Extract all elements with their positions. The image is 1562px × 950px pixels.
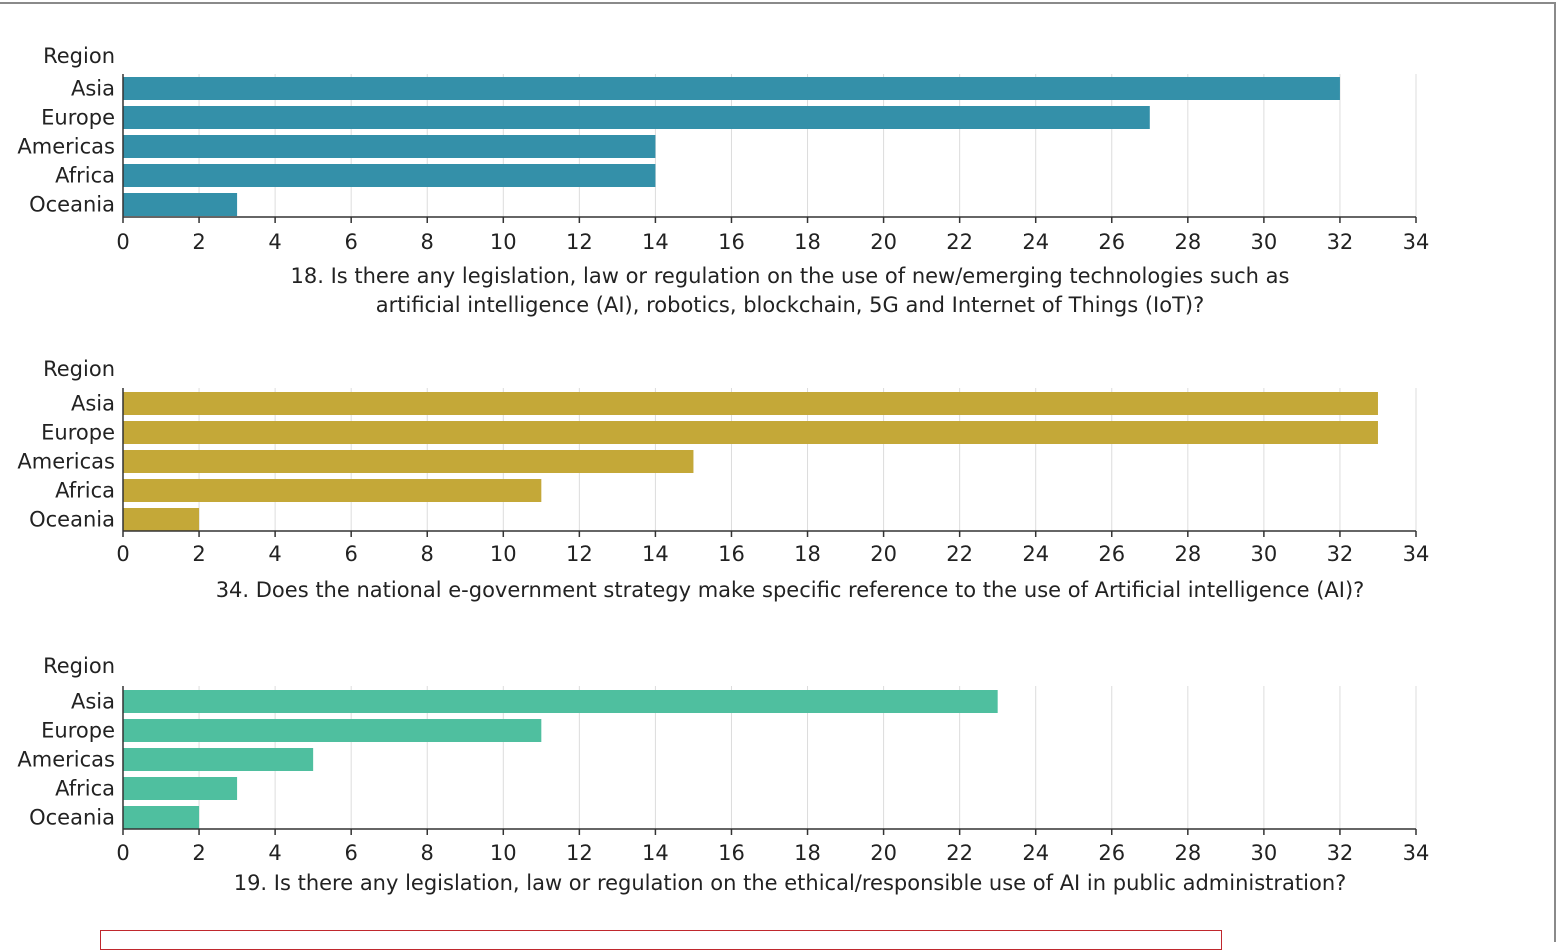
bar-americas [123,748,314,771]
bar-oceania [123,508,200,531]
category-axis-title: Region [43,357,115,381]
x-tick-label: 4 [268,841,281,865]
category-axis-title: Region [43,654,115,678]
x-tick-label: 28 [1174,230,1201,254]
x-tick-label: 10 [490,542,517,566]
category-label: Americas [17,135,115,159]
x-tick-label: 6 [344,230,357,254]
x-tick-label: 10 [490,841,517,865]
category-label: Asia [71,690,115,714]
x-tick-label: 6 [344,542,357,566]
x-tick-label: 22 [946,542,973,566]
bar-asia [123,690,998,713]
x-tick-label: 12 [566,841,593,865]
bar-chart-2: 0 2 4 6 8 10 12 14 16 18 20 22 24 26 28 30 32 34AsiaEurop… [17,357,1429,602]
chart-caption: 19. Is there any legislation, law or reg… [234,871,1347,895]
x-tick-label: 12 [566,542,593,566]
bar-europe [123,421,1378,444]
x-tick-label: 34 [1403,841,1430,865]
bar-europe [123,106,1150,129]
category-label: Africa [55,777,115,801]
x-tick-label: 2 [192,841,205,865]
x-tick-label: 4 [268,542,281,566]
category-label: Oceania [29,193,115,217]
x-tick-label: 14 [642,542,669,566]
x-tick-label: 16 [718,230,745,254]
x-tick-label: 8 [421,841,434,865]
x-tick-label: 0 [116,841,129,865]
x-tick-label: 16 [718,841,745,865]
bar-oceania [123,806,200,829]
x-tick-label: 30 [1251,841,1278,865]
x-tick-label: 18 [794,230,821,254]
x-tick-label: 24 [1022,542,1049,566]
x-tick-label: 10 [490,230,517,254]
x-tick-label: 18 [794,841,821,865]
x-tick-label: 0 [116,542,129,566]
x-tick-label: 8 [421,542,434,566]
category-label: Africa [55,479,115,503]
category-label: Africa [55,164,115,188]
bar-chart-1: 0 2 4 6 8 10 12 14 16 18 20 22 24 26 28 30 32 34AsiaEurop… [17,44,1429,317]
bar-asia [123,392,1378,415]
x-tick-label: 22 [946,230,973,254]
x-tick-label: 18 [794,542,821,566]
x-tick-label: 20 [870,841,897,865]
bar-americas [123,135,656,158]
x-tick-label: 22 [946,841,973,865]
x-tick-label: 8 [421,230,434,254]
chart-caption: 34. Does the national e-government strat… [216,578,1365,602]
x-tick-label: 26 [1098,542,1125,566]
category-label: Americas [17,748,115,772]
bar-asia [123,77,1340,100]
bar-africa [123,479,542,502]
x-tick-label: 32 [1327,230,1354,254]
bar-oceania [123,193,238,216]
x-tick-label: 34 [1403,542,1430,566]
x-tick-label: 32 [1327,841,1354,865]
x-tick-label: 6 [344,841,357,865]
x-tick-label: 0 [116,230,129,254]
x-tick-label: 2 [192,230,205,254]
x-tick-label: 26 [1098,230,1125,254]
x-tick-label: 28 [1174,841,1201,865]
x-tick-label: 14 [642,841,669,865]
x-tick-label: 28 [1174,542,1201,566]
x-tick-label: 16 [718,542,745,566]
x-tick-label: 2 [192,542,205,566]
bar-chart-3: 0 2 4 6 8 10 12 14 16 18 20 22 24 26 28 30 32 34AsiaEurop… [17,654,1429,895]
bar-africa [123,164,656,187]
category-label: Europe [41,106,115,130]
chart-caption: artificial intelligence (AI), robotics, … [376,293,1205,317]
category-label: Americas [17,450,115,474]
x-tick-label: 30 [1251,230,1278,254]
bar-europe [123,719,542,742]
x-tick-label: 20 [870,230,897,254]
x-tick-label: 32 [1327,542,1354,566]
x-tick-label: 26 [1098,841,1125,865]
category-label: Oceania [29,508,115,532]
chart-caption: 18. Is there any legislation, law or reg… [291,264,1290,288]
x-tick-label: 30 [1251,542,1278,566]
x-tick-label: 34 [1403,230,1430,254]
category-label: Asia [71,392,115,416]
x-tick-label: 4 [268,230,281,254]
bar-africa [123,777,238,800]
x-tick-label: 14 [642,230,669,254]
category-label: Asia [71,77,115,101]
category-label: Oceania [29,806,115,830]
x-tick-label: 24 [1022,841,1049,865]
x-tick-label: 24 [1022,230,1049,254]
category-label: Europe [41,719,115,743]
category-axis-title: Region [43,44,115,68]
highlight-box [100,930,1222,950]
x-tick-label: 12 [566,230,593,254]
bar-americas [123,450,694,473]
category-label: Europe [41,421,115,445]
x-tick-label: 20 [870,542,897,566]
